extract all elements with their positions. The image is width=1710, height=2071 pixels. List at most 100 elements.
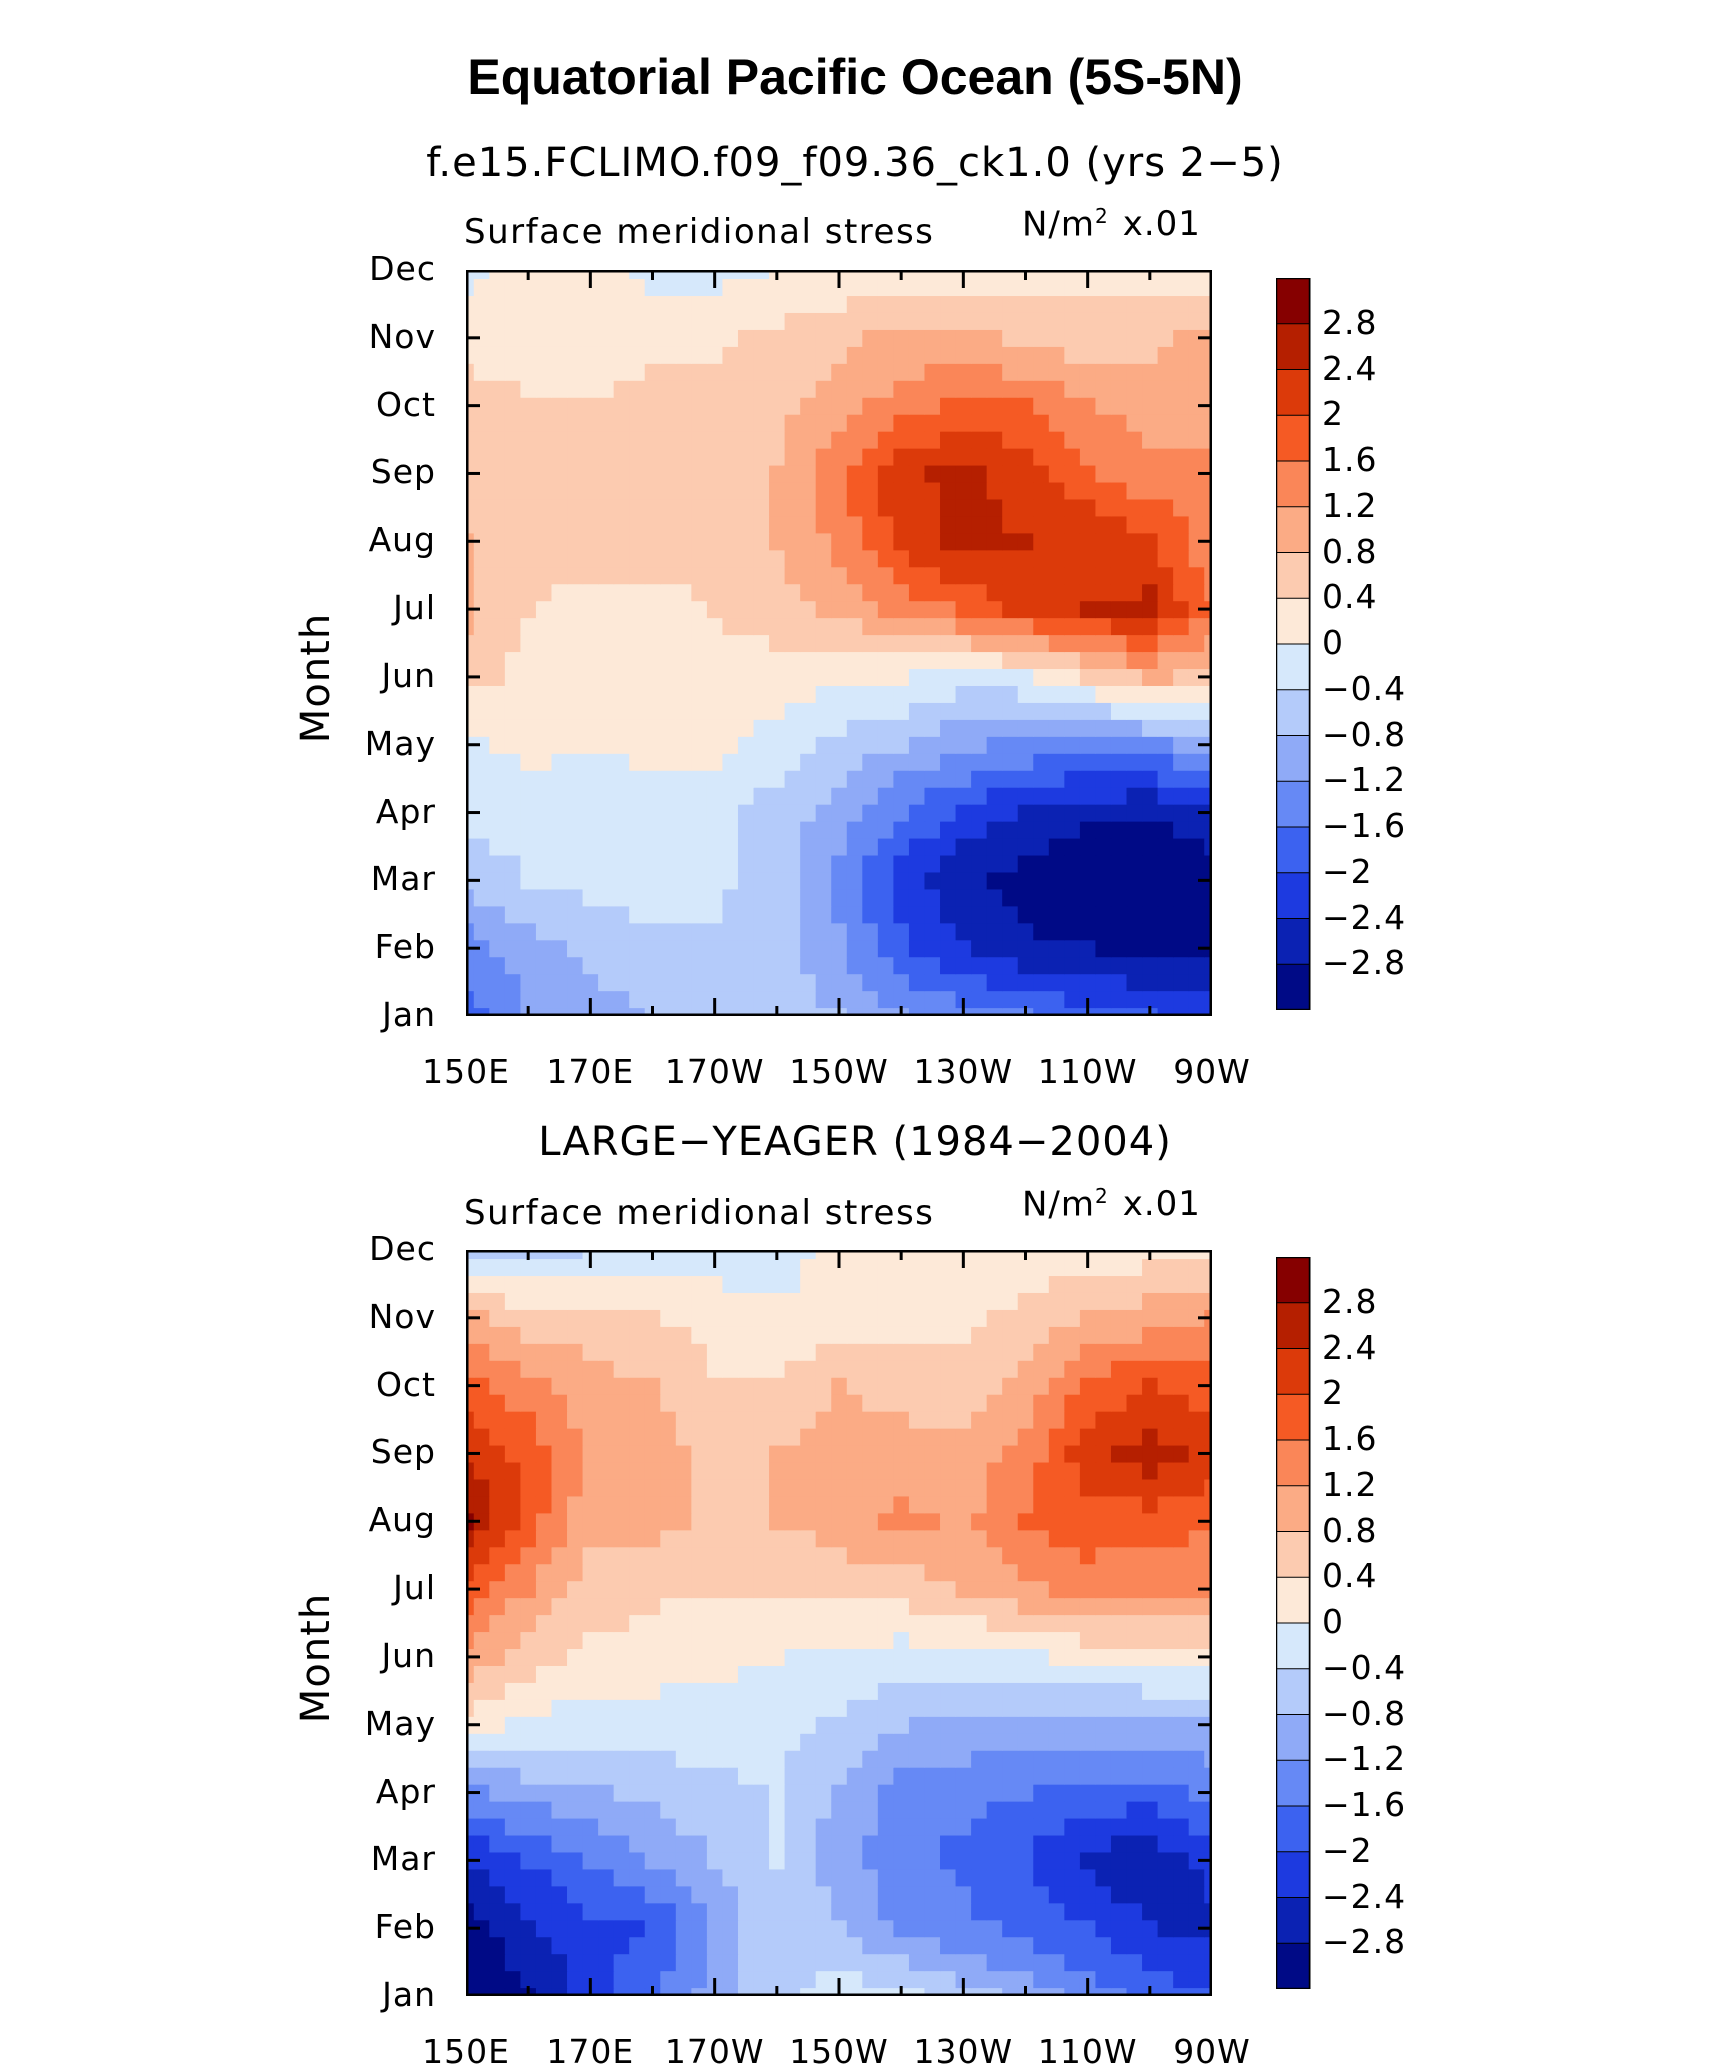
heatmap-cell: [613, 295, 630, 313]
heatmap-cell: [722, 1546, 739, 1565]
heatmap-cell: [955, 1343, 972, 1361]
heatmap-cell: [1157, 1360, 1174, 1378]
heatmap-cell: [971, 617, 988, 636]
heatmap-cell: [877, 464, 894, 483]
heatmap-cell: [971, 753, 988, 771]
heatmap-cell: [1126, 532, 1143, 551]
heatmap-cell: [862, 770, 879, 788]
heatmap-cell: [535, 1682, 553, 1700]
heatmap-cell: [908, 600, 926, 619]
heatmap-cell: [831, 1733, 848, 1751]
heatmap-cell: [722, 990, 739, 1009]
heatmap-cell: [784, 1936, 801, 1955]
heatmap-cell: [567, 1007, 584, 1016]
heatmap-cell: [1079, 464, 1097, 483]
heatmap-cell: [1064, 1716, 1081, 1734]
heatmap-cell: [675, 770, 692, 788]
heatmap-cell: [675, 787, 692, 805]
heatmap-cell: [706, 1851, 724, 1870]
heatmap-cell: [691, 1834, 708, 1853]
heatmap-cell: [862, 1733, 879, 1751]
heatmap-cell: [1110, 837, 1128, 856]
heatmap-cell: [1173, 295, 1190, 313]
heatmap-cell: [1048, 532, 1065, 551]
heatmap-cell: [815, 1716, 832, 1734]
heatmap-cell: [722, 1851, 739, 1870]
heatmap-cell: [706, 804, 724, 822]
heatmap-cell: [1064, 1767, 1081, 1785]
heatmap-cell: [567, 1478, 584, 1497]
heatmap-cell: [737, 719, 755, 737]
y-tick-label: Aug: [368, 1500, 436, 1540]
heatmap-cell: [1017, 363, 1034, 381]
heatmap-cell: [831, 600, 848, 619]
heatmap-cell: [1204, 431, 1212, 449]
heatmap-cell: [800, 1648, 817, 1666]
heatmap-cell: [1017, 821, 1034, 839]
heatmap-cell: [971, 363, 988, 381]
heatmap-cell: [660, 295, 677, 313]
heatmap-cell: [660, 871, 677, 890]
heatmap-cell: [862, 854, 879, 873]
heatmap-cell: [940, 1817, 957, 1836]
heatmap-cell: [675, 1767, 692, 1785]
heatmap-cell: [1204, 1275, 1212, 1293]
heatmap-cell: [753, 1699, 770, 1717]
y-tick-label: Sep: [370, 452, 436, 492]
heatmap-cell: [737, 1529, 755, 1548]
heatmap-cell: [893, 1444, 910, 1463]
heatmap-cell: [535, 600, 553, 619]
heatmap-cell: [504, 1817, 521, 1836]
heatmap-cell: [815, 753, 832, 771]
heatmap-cell: [613, 1461, 630, 1480]
heatmap-cell: [1002, 583, 1019, 602]
heatmap-cell: [1064, 1885, 1081, 1904]
heatmap-cell: [862, 1580, 879, 1599]
heatmap-cell: [1204, 414, 1212, 432]
heatmap-cell: [877, 634, 894, 653]
heatmap-cell: [784, 668, 801, 686]
heatmap-cell: [613, 1970, 630, 1989]
heatmap-cell: [489, 1919, 506, 1938]
heatmap-cell: [1048, 854, 1065, 873]
heatmap-cell: [1002, 481, 1019, 500]
heatmap-cell: [466, 1250, 475, 1260]
heatmap-cell: [613, 1580, 630, 1599]
heatmap-cell: [1095, 448, 1112, 466]
heatmap-cell: [520, 1970, 537, 1989]
heatmap-cell: [800, 821, 817, 839]
heatmap-cell: [722, 1512, 739, 1531]
heatmap-cell: [1048, 270, 1065, 280]
heatmap-cell: [598, 1801, 615, 1819]
heatmap-cell: [940, 651, 957, 670]
heatmap-cell: [1188, 1902, 1205, 1921]
heatmap-cell: [644, 1292, 661, 1310]
heatmap-cell: [986, 1919, 1003, 1938]
heatmap-cell: [1033, 1936, 1050, 1955]
heatmap-cell: [862, 270, 879, 280]
heatmap-cell: [924, 939, 941, 958]
heatmap-cell: [504, 1258, 521, 1277]
heatmap-cell: [1048, 837, 1065, 856]
heatmap-cell: [846, 1784, 863, 1802]
heatmap-cell: [1126, 414, 1143, 432]
heatmap-cell: [489, 1478, 506, 1497]
heatmap-cell: [520, 1648, 537, 1666]
heatmap-cell: [1126, 1750, 1143, 1768]
heatmap-cell: [598, 1885, 615, 1904]
heatmap-cell: [846, 617, 863, 636]
heatmap-cell: [1048, 481, 1065, 500]
heatmap-cell: [675, 753, 692, 771]
heatmap-cell: [504, 685, 521, 703]
heatmap-cell: [551, 1936, 568, 1955]
heatmap-cell: [1126, 1292, 1143, 1310]
heatmap-cell: [1110, 1970, 1128, 1989]
colorbar-swatch: [1276, 1622, 1311, 1670]
heatmap-cell: [986, 1953, 1003, 1972]
heatmap-cell: [737, 566, 755, 585]
heatmap-cell: [1048, 1250, 1065, 1260]
heatmap-cell: [551, 1801, 568, 1819]
heatmap-cell: [691, 600, 708, 619]
heatmap-cell: [675, 1682, 692, 1700]
heatmap-cell: [769, 1478, 786, 1497]
